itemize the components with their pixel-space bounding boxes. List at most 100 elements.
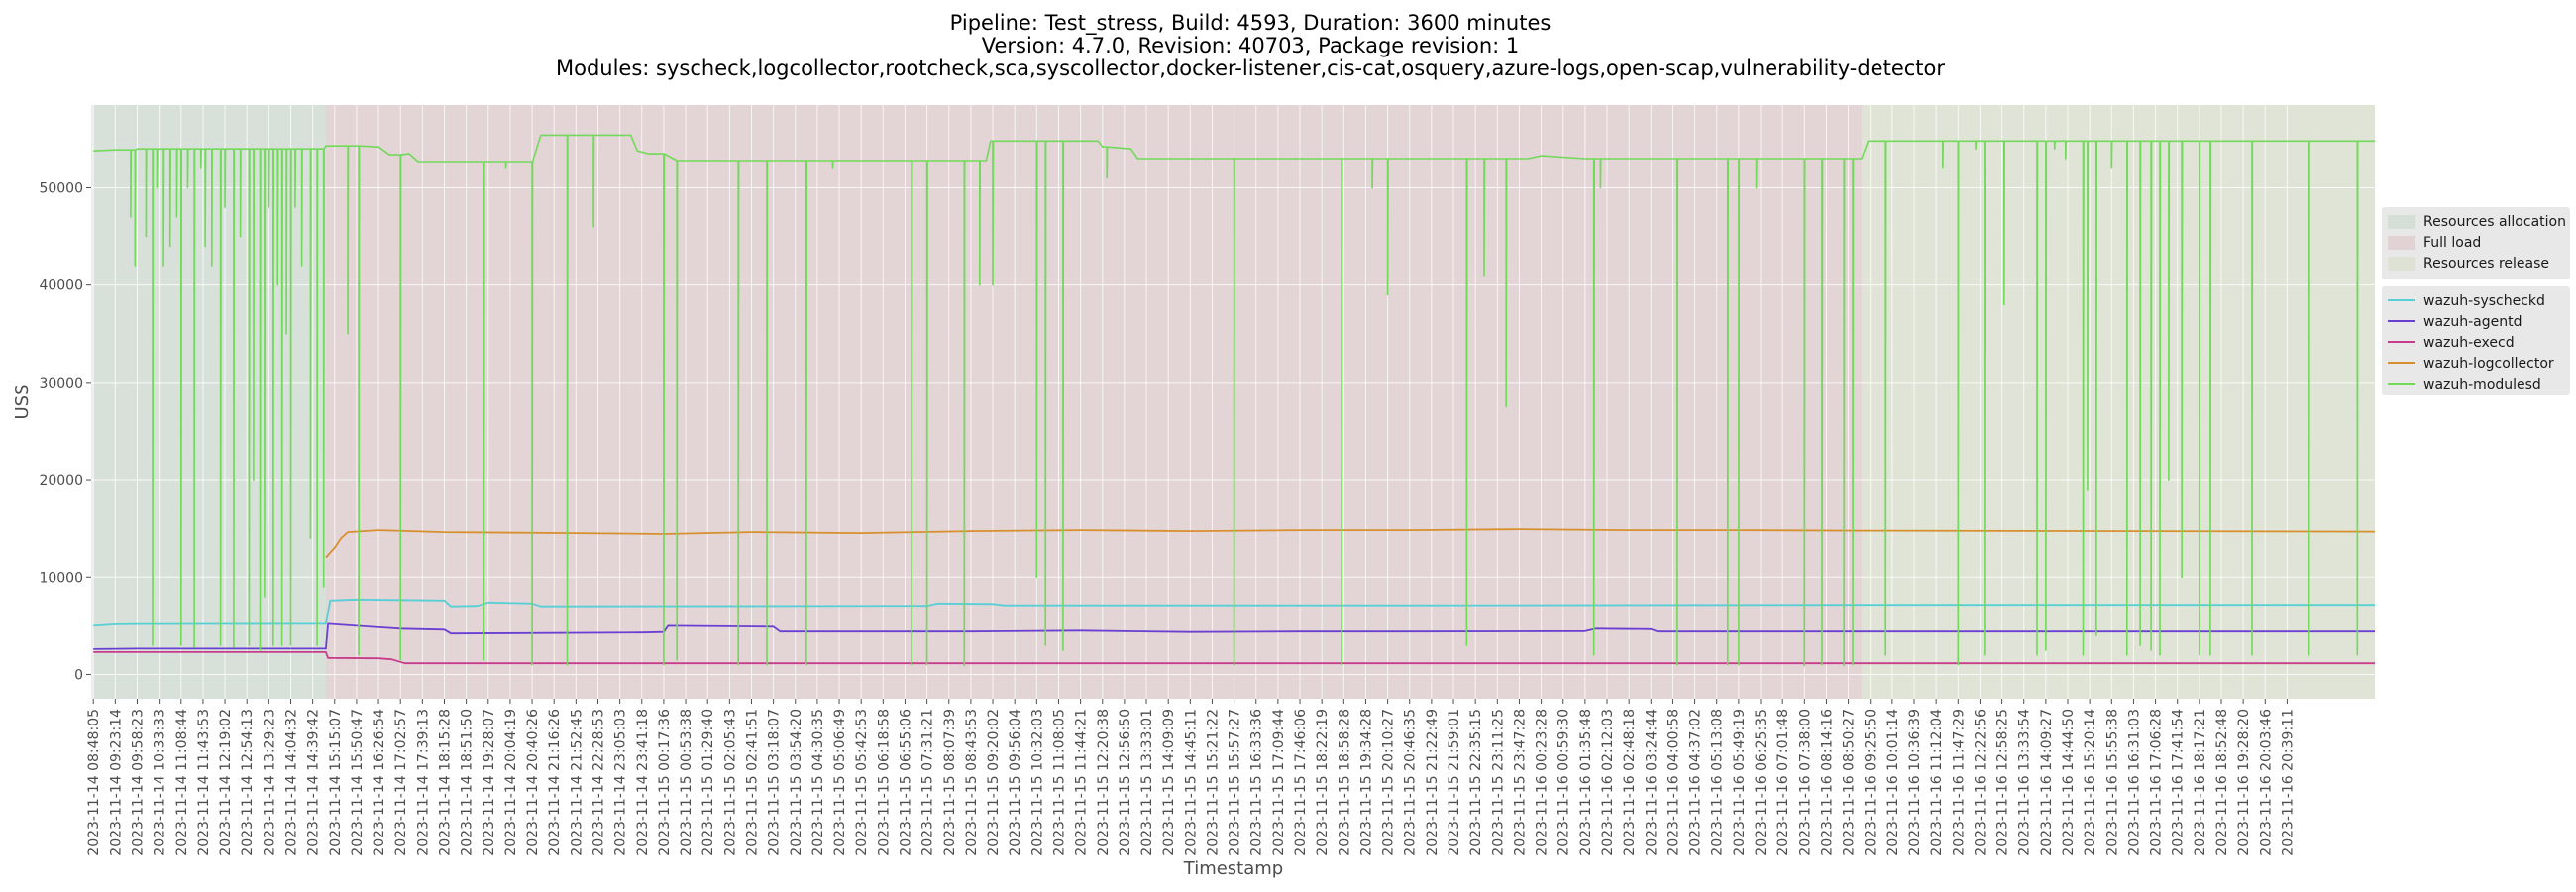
- chart-title: Pipeline: Test_stress, Build: 4593, Dura…: [556, 11, 1945, 80]
- x-tick-label: 2023-11-15 18:58:28: [1337, 709, 1352, 856]
- x-tick-label: 2023-11-16 20:39:11: [2280, 709, 2296, 856]
- x-tick-label: 2023-11-14 22:28:53: [590, 709, 606, 856]
- x-tick-label: 2023-11-16 15:55:38: [2104, 709, 2120, 856]
- x-tick-label: 2023-11-14 14:39:42: [306, 709, 322, 856]
- x-tick-label: 2023-11-16 01:35:48: [1578, 709, 1594, 856]
- x-tick-label: 2023-11-15 08:07:39: [942, 709, 958, 856]
- y-tick-label: 0: [74, 667, 83, 683]
- x-tick-label: 2023-11-16 11:47:29: [1951, 709, 1967, 856]
- x-tick-label: 2023-11-15 02:41:51: [744, 709, 760, 856]
- x-tick-label: 2023-11-16 00:23:28: [1535, 709, 1551, 856]
- x-tick-label: 2023-11-16 06:25:35: [1754, 709, 1770, 856]
- x-tick-label: 2023-11-14 18:51:50: [460, 709, 476, 856]
- x-tick-label: 2023-11-15 23:11:25: [1490, 709, 1506, 856]
- x-tick-label: 2023-11-15 21:22:49: [1425, 709, 1441, 856]
- x-tick-label: 2023-11-15 03:18:07: [767, 709, 783, 856]
- x-tick-label: 2023-11-15 06:55:06: [898, 709, 913, 856]
- x-tick-label: 2023-11-14 12:54:13: [240, 709, 256, 856]
- x-tick-label: 2023-11-15 13:33:01: [1139, 709, 1155, 856]
- x-tick-label: 2023-11-15 11:08:05: [1051, 709, 1067, 856]
- x-tick-label: 2023-11-15 15:21:22: [1205, 709, 1221, 856]
- plot-area: [91, 105, 2375, 699]
- x-axis-ticks: 2023-11-14 08:48:05 2023-11-14 09:23:14 20…: [86, 699, 2296, 856]
- x-tick-label: 2023-11-16 19:28:20: [2236, 709, 2252, 856]
- x-tick-label: 2023-11-16 12:22:56: [1973, 709, 1988, 856]
- phase-legend: Resources allocation Full load Resources r…: [2382, 207, 2570, 279]
- x-tick-label: 2023-11-16 08:50:27: [1842, 709, 1858, 856]
- phase-legend-box: [2382, 207, 2570, 279]
- x-tick-label: 2023-11-15 05:06:49: [832, 709, 848, 856]
- x-tick-label: 2023-11-14 21:16:26: [547, 709, 563, 856]
- x-tick-label: 2023-11-16 14:44:50: [2061, 709, 2077, 856]
- phase-legend-label: Resources release: [2423, 256, 2549, 272]
- phase-legend-swatch: [2388, 257, 2415, 271]
- series-line-wazuh-agentd: [93, 622, 2375, 650]
- x-tick-label: 2023-11-15 11:44:21: [1074, 709, 1090, 856]
- x-tick-label: 2023-11-16 17:06:28: [2149, 709, 2165, 856]
- y-tick-label: 30000: [39, 376, 83, 391]
- x-tick-label: 2023-11-15 05:42:53: [854, 709, 870, 856]
- x-tick-label: 2023-11-14 23:05:03: [613, 709, 629, 856]
- phase-legend-swatch: [2388, 215, 2415, 229]
- x-tick-label: 2023-11-14 14:04:32: [283, 709, 299, 856]
- x-tick-label: 2023-11-16 15:20:14: [2083, 709, 2098, 856]
- x-tick-label: 2023-11-14 16:26:54: [372, 709, 387, 856]
- x-tick-label: 2023-11-14 09:58:23: [130, 709, 146, 856]
- phase-legend-swatch: [2388, 236, 2415, 250]
- x-tick-label: 2023-11-16 11:12:04: [1929, 709, 1945, 856]
- series-line-wazuh-logcollector: [325, 528, 2376, 559]
- series-legend-label: wazuh-modulesd: [2423, 377, 2541, 392]
- title-line-version: Version: 4.7.0, Revision: 40703, Package…: [982, 34, 1520, 57]
- series-legend-label: wazuh-syscheckd: [2423, 293, 2545, 309]
- x-tick-label: 2023-11-16 02:48:18: [1622, 709, 1638, 856]
- phase-band-1: [325, 105, 1862, 699]
- x-tick-label: 2023-11-14 18:15:28: [437, 709, 453, 856]
- series-legend-label: wazuh-logcollector: [2423, 356, 2554, 372]
- x-tick-label: 2023-11-14 21:52:45: [569, 709, 585, 856]
- phase-legend-label: Full load: [2423, 235, 2481, 251]
- x-tick-label: 2023-11-15 00:17:36: [657, 709, 673, 856]
- x-tick-label: 2023-11-16 20:03:46: [2258, 709, 2274, 856]
- y-tick-label: 20000: [39, 473, 83, 489]
- x-tick-label: 2023-11-15 08:43:53: [964, 709, 980, 856]
- series-line-wazuh-execd: [93, 651, 2375, 665]
- x-tick-label: 2023-11-15 20:46:35: [1403, 709, 1419, 856]
- x-tick-label: 2023-11-15 23:47:28: [1512, 709, 1528, 856]
- x-tick-label: 2023-11-15 01:29:40: [700, 709, 716, 856]
- plot-background: [91, 105, 2375, 699]
- y-tick-label: 10000: [39, 570, 83, 586]
- x-tick-label: 2023-11-16 16:31:03: [2126, 709, 2142, 856]
- x-tick-label: 2023-11-16 04:37:02: [1688, 709, 1704, 856]
- x-tick-label: 2023-11-15 02:05:43: [722, 709, 738, 856]
- x-tick-label: 2023-11-16 10:36:39: [1907, 709, 1923, 856]
- y-tick-label: 40000: [39, 279, 83, 294]
- x-tick-label: 2023-11-15 07:31:21: [920, 709, 936, 856]
- x-tick-label: 2023-11-16 05:49:19: [1732, 709, 1748, 856]
- x-tick-label: 2023-11-15 03:54:20: [789, 709, 805, 856]
- x-tick-label: 2023-11-15 09:56:04: [1008, 709, 1023, 856]
- x-tick-label: 2023-11-16 07:38:00: [1797, 709, 1813, 856]
- x-tick-label: 2023-11-16 13:33:54: [2017, 709, 2033, 856]
- phase-legend-label: Resources allocation: [2423, 214, 2566, 230]
- x-tick-label: 2023-11-14 17:02:57: [393, 709, 409, 856]
- x-tick-label: 2023-11-15 00:53:38: [679, 709, 695, 856]
- x-tick-label: 2023-11-15 12:56:50: [1118, 709, 1133, 856]
- x-tick-label: 2023-11-14 11:43:53: [196, 709, 212, 856]
- phase-band-2: [1861, 105, 2375, 699]
- x-tick-label: 2023-11-15 17:46:06: [1293, 709, 1309, 856]
- x-tick-label: 2023-11-15 06:18:58: [876, 709, 892, 856]
- x-tick-label: 2023-11-15 17:09:44: [1271, 709, 1287, 856]
- x-tick-label: 2023-11-14 20:04:19: [503, 709, 519, 856]
- series-line-wazuh-syscheckd: [93, 598, 2375, 627]
- x-tick-label: 2023-11-14 10:33:33: [153, 709, 168, 856]
- x-tick-label: 2023-11-14 15:50:47: [350, 709, 366, 856]
- x-tick-label: 2023-11-16 07:01:48: [1775, 709, 1791, 856]
- x-tick-label: 2023-11-14 20:40:26: [525, 709, 541, 856]
- x-tick-label: 2023-11-16 14:09:27: [2039, 709, 2055, 856]
- x-tick-label: 2023-11-14 11:08:44: [174, 709, 190, 856]
- x-tick-label: 2023-11-15 12:20:38: [1096, 709, 1112, 856]
- y-tick-label: 50000: [39, 180, 83, 196]
- x-tick-label: 2023-11-16 18:17:21: [2193, 709, 2208, 856]
- x-tick-label: 2023-11-14 12:19:02: [218, 709, 234, 856]
